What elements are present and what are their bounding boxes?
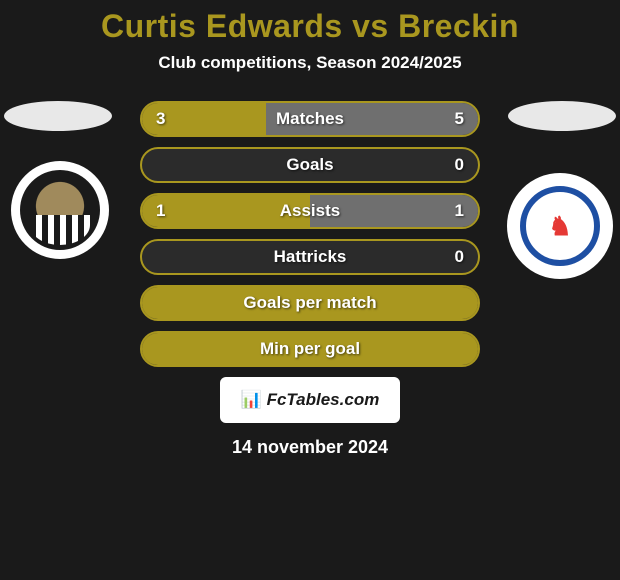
bar-value-left: 1 [156,201,165,221]
bar-label: Matches [276,109,344,129]
bar-label: Goals per match [243,293,376,313]
stat-bars: 3 5 Matches 0 Goals 1 1 Assists 0 Hattricks Goals … [140,101,480,367]
bar-label: Min per goal [260,339,360,359]
footer-logo: 📊 FcTables.com [220,377,400,423]
player-right-badge: ♞ [507,173,613,279]
footer-logo-text: FcTables.com [267,390,380,410]
stat-bar-row: 3 5 Matches [140,101,480,137]
chart-icon: 📊 [241,390,262,410]
player-right-block: ♞ [500,101,620,279]
content-area: ♞ 3 5 Matches 0 Goals 1 1 Assists 0 Hattricks Goal… [0,101,620,458]
bar-value-right: 1 [455,201,464,221]
bar-value-right: 5 [455,109,464,129]
bar-label: Hattricks [274,247,347,267]
lion-icon: ♞ [548,212,571,241]
bar-value-right: 0 [455,247,464,267]
bar-value-right: 0 [455,155,464,175]
bar-value-left: 3 [156,109,165,129]
stat-bar-row: 1 1 Assists [140,193,480,229]
player-right-photo-placeholder [508,101,616,131]
page-subtitle: Club competitions, Season 2024/2025 [0,53,620,73]
page-title: Curtis Edwards vs Breckin [0,0,620,45]
bar-label: Assists [280,201,340,221]
footer-date: 14 november 2024 [0,437,620,458]
stat-bar-row: 0 Hattricks [140,239,480,275]
stat-bar-row: 0 Goals [140,147,480,183]
badge-right-inner: ♞ [520,186,600,266]
player-left-photo-placeholder [4,101,112,131]
stat-bar-row: Goals per match [140,285,480,321]
stat-bar-row: Min per goal [140,331,480,367]
player-left-block [0,101,120,259]
player-left-badge [11,161,109,259]
bar-label: Goals [286,155,333,175]
